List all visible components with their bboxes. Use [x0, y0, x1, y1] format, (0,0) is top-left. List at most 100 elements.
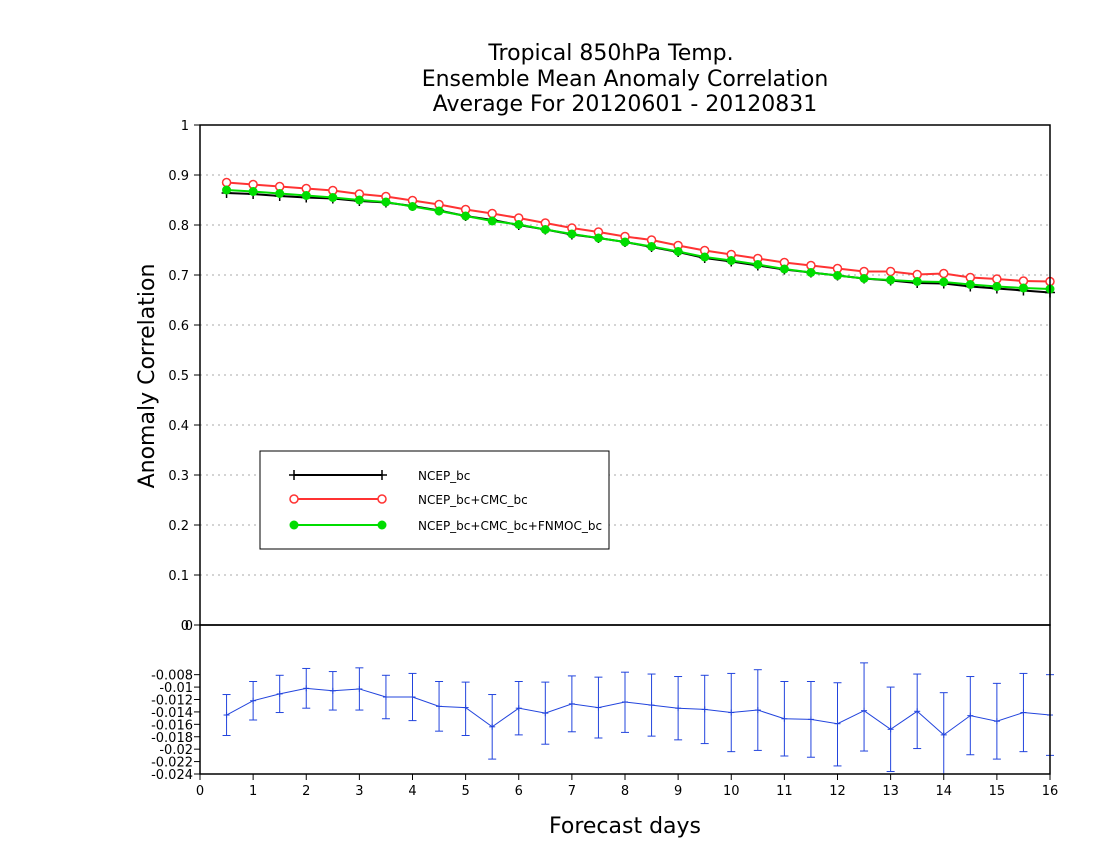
- bottom-series-group: [222, 662, 1054, 774]
- difference-point: [595, 704, 602, 711]
- y-tick-label: 0.5: [168, 369, 189, 384]
- data-point: [965, 280, 975, 289]
- x-axis-title: Forecast days: [549, 814, 701, 839]
- data-point: [381, 197, 391, 207]
- chart-title-line-1: Tropical 850hPa Temp.: [487, 41, 733, 66]
- legend-label: NCEP_bc: [418, 469, 470, 483]
- difference-point: [276, 690, 283, 697]
- difference-point: [489, 723, 496, 730]
- x-tick-label: 5: [461, 784, 469, 799]
- legend-marker: [289, 470, 299, 480]
- y-tick-label: -0.008: [151, 669, 193, 684]
- y-tick-label: 1: [181, 119, 189, 134]
- data-point: [540, 225, 550, 234]
- difference-point: [807, 716, 814, 723]
- data-point: [354, 195, 364, 205]
- y-tick-label: 0.6: [168, 319, 189, 334]
- y-tick-label: 0.9: [168, 169, 189, 184]
- difference-point: [409, 694, 416, 701]
- difference-point: [542, 710, 549, 717]
- error-bar: [860, 662, 869, 752]
- difference-point: [967, 712, 974, 719]
- x-tick-label: 6: [515, 784, 523, 799]
- y-tick-label: -0.014: [151, 706, 193, 721]
- difference-point: [250, 697, 257, 704]
- difference-point: [940, 731, 947, 738]
- data-point: [593, 233, 603, 243]
- y-tick-label: -0.012: [151, 694, 193, 709]
- data-point: [221, 177, 232, 188]
- y-tick-label: -0.01: [159, 681, 193, 696]
- y-tick-label: 0: [181, 619, 189, 634]
- data-point: [806, 268, 816, 277]
- data-point: [700, 252, 710, 262]
- data-point: [779, 264, 789, 274]
- data-point: [726, 256, 736, 265]
- legend-marker: [377, 520, 387, 530]
- legend-marker: [289, 494, 299, 504]
- legend-label: NCEP_bc+CMC_bc: [418, 493, 528, 507]
- y-tick-label: 0.2: [168, 519, 189, 534]
- data-point: [992, 282, 1002, 291]
- difference-point: [834, 720, 841, 727]
- y-tick-label: 0.7: [168, 269, 189, 284]
- difference-point: [648, 702, 655, 709]
- data-point: [487, 216, 497, 226]
- x-tick-label: 12: [829, 784, 846, 799]
- difference-point: [914, 708, 921, 715]
- difference-point: [993, 718, 1000, 725]
- data-point: [408, 202, 417, 211]
- difference-point: [515, 705, 522, 712]
- data-point: [487, 208, 497, 219]
- difference-point: [887, 726, 894, 733]
- data-point: [248, 187, 258, 196]
- y-tick-label: 0.3: [168, 469, 189, 484]
- difference-point: [861, 707, 868, 714]
- data-point: [833, 271, 842, 280]
- top-y-ticks: 0 0.1 0.2 0.3 0.4 0.5 0.6 0.7 0.8 0.9 1: [168, 119, 200, 634]
- top-gridlines: [200, 174, 1050, 576]
- data-point: [992, 274, 1002, 284]
- y-tick-label: -0.016: [151, 718, 193, 733]
- data-point: [912, 277, 922, 286]
- legend-label: NCEP_bc+CMC_bc+FNMOC_bc: [418, 519, 602, 533]
- data-point: [275, 189, 285, 198]
- data-point: [859, 274, 869, 283]
- data-point: [567, 229, 577, 239]
- series-line-1: [226, 181, 1051, 283]
- y-tick-label: -0.02: [159, 743, 193, 758]
- x-tick-label: 15: [989, 784, 1006, 799]
- difference-point: [303, 685, 310, 692]
- legend-marker: [289, 520, 299, 530]
- data-point: [434, 206, 444, 216]
- difference-point: [436, 703, 443, 710]
- difference-point: [728, 709, 735, 716]
- difference-point: [329, 687, 336, 694]
- data-point: [620, 237, 630, 247]
- x-ticks: 0 1 2 3 4 5 6 7 8 9 10 11 12 13 14 15 16: [196, 774, 1058, 799]
- x-tick-label: 11: [776, 784, 793, 799]
- legend-marker: [377, 494, 387, 504]
- data-point: [753, 260, 763, 269]
- difference-point: [356, 685, 363, 692]
- x-tick-label: 7: [568, 784, 576, 799]
- difference-point: [754, 707, 761, 714]
- x-tick-label: 2: [302, 784, 310, 799]
- difference-point: [223, 712, 230, 719]
- data-point: [939, 268, 949, 279]
- difference-point: [781, 715, 788, 722]
- legend: NCEP_bc NCEP_bc+CMC_bc NCEP_bc+CMC_bc+FNMO…: [259, 450, 610, 550]
- x-tick-label: 3: [355, 784, 363, 799]
- x-tick-label: 14: [935, 784, 952, 799]
- x-tick-label: 16: [1042, 784, 1059, 799]
- difference-point: [1020, 709, 1027, 716]
- y-tick-label: 0.1: [168, 569, 189, 584]
- bottom-plot-frame: [199, 624, 1051, 775]
- difference-point: [382, 694, 389, 701]
- data-point: [301, 191, 311, 200]
- y-tick-label: 0.8: [168, 219, 189, 234]
- data-point: [673, 247, 683, 256]
- x-tick-label: 8: [621, 784, 629, 799]
- data-point: [886, 275, 896, 285]
- difference-point: [675, 705, 682, 712]
